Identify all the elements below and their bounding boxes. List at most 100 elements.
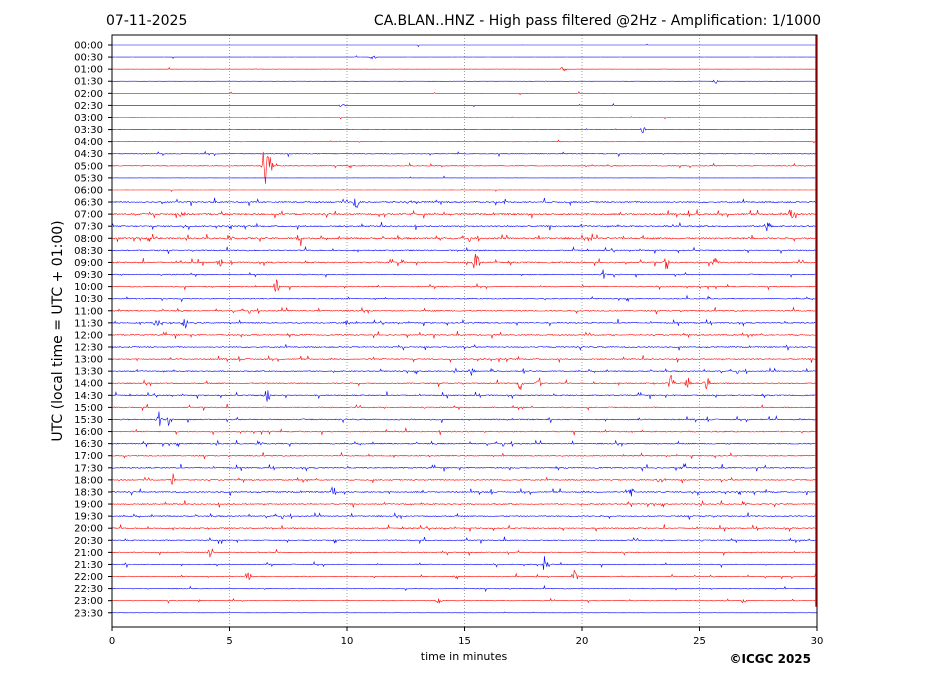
plot-frame bbox=[111, 34, 818, 628]
y-tick-label-21: 10:30 bbox=[74, 294, 103, 305]
y-tick-label-16: 08:00 bbox=[74, 234, 103, 245]
x-tick-label-2: 10 bbox=[341, 636, 354, 647]
trace-39 bbox=[111, 511, 818, 520]
trace-4 bbox=[112, 90, 817, 96]
trace-22 bbox=[111, 306, 817, 315]
grid-lines bbox=[229, 35, 700, 627]
x-tick-label-3: 15 bbox=[458, 636, 471, 647]
y-tick-label-29: 14:30 bbox=[74, 391, 103, 402]
trace-26 bbox=[111, 355, 818, 364]
trace-40 bbox=[111, 523, 818, 533]
trace-38 bbox=[111, 499, 818, 508]
trace-28 bbox=[111, 375, 818, 390]
y-tick-label-25: 12:30 bbox=[74, 343, 103, 354]
trace-42 bbox=[111, 548, 818, 558]
trace-11 bbox=[111, 175, 818, 179]
trace-9 bbox=[112, 150, 818, 158]
y-tick-label-0: 00:00 bbox=[74, 41, 103, 52]
y-tick-label-8: 04:00 bbox=[74, 137, 103, 148]
trace-47 bbox=[112, 611, 818, 614]
trace-18 bbox=[111, 253, 818, 270]
trace-13 bbox=[111, 197, 818, 209]
y-tick-label-36: 18:00 bbox=[74, 475, 103, 486]
trace-6 bbox=[112, 116, 817, 120]
trace-7 bbox=[111, 127, 818, 134]
trace-31 bbox=[111, 411, 818, 427]
y-tick-label-24: 12:00 bbox=[74, 330, 103, 341]
trace-12 bbox=[112, 188, 818, 193]
y-tick-label-1: 00:30 bbox=[74, 53, 103, 64]
trace-23 bbox=[111, 318, 818, 329]
trace-17 bbox=[112, 245, 818, 255]
traces bbox=[111, 35, 818, 614]
trace-1 bbox=[111, 55, 817, 60]
y-tick-label-3: 01:30 bbox=[74, 77, 103, 88]
y-axis: 00:0000:3001:0001:3002:0002:3003:0003:30… bbox=[74, 41, 112, 619]
trace-27 bbox=[111, 367, 817, 377]
y-tick-label-19: 09:30 bbox=[74, 270, 103, 281]
y-tick-label-43: 21:30 bbox=[74, 560, 103, 571]
y-tick-label-11: 05:30 bbox=[74, 173, 103, 184]
x-tick-label-4: 20 bbox=[576, 636, 589, 647]
y-tick-label-22: 11:00 bbox=[74, 306, 103, 317]
y-tick-label-14: 07:00 bbox=[74, 210, 103, 221]
y-tick-label-34: 17:00 bbox=[74, 451, 103, 462]
trace-21 bbox=[111, 294, 817, 303]
x-axis: 0 5 10 15 20 25 30 bbox=[109, 627, 824, 647]
y-tick-label-32: 16:00 bbox=[74, 427, 103, 438]
trace-0 bbox=[112, 43, 817, 48]
y-tick-label-35: 17:30 bbox=[74, 463, 103, 474]
trace-33 bbox=[111, 439, 818, 448]
trace-15 bbox=[111, 221, 818, 232]
trace-20 bbox=[111, 279, 818, 292]
trace-25 bbox=[111, 343, 818, 351]
x-tick-label-0: 0 bbox=[109, 636, 115, 647]
trace-2 bbox=[111, 66, 817, 72]
trace-34 bbox=[112, 451, 818, 460]
trace-45 bbox=[111, 584, 818, 593]
x-axis-label: time in minutes bbox=[421, 650, 508, 663]
y-tick-label-40: 20:00 bbox=[74, 524, 103, 535]
y-tick-label-9: 04:30 bbox=[74, 149, 103, 160]
trace-16 bbox=[111, 233, 818, 247]
y-tick-label-26: 13:00 bbox=[74, 355, 103, 366]
y-tick-label-10: 05:00 bbox=[74, 161, 103, 172]
trace-8 bbox=[111, 139, 818, 144]
y-tick-label-4: 02:00 bbox=[74, 89, 103, 100]
x-tick-label-5: 25 bbox=[693, 636, 706, 647]
trace-19 bbox=[111, 269, 818, 279]
y-tick-label-15: 07:30 bbox=[74, 222, 103, 233]
y-tick-label-17: 08:30 bbox=[74, 246, 103, 257]
trace-36 bbox=[111, 473, 818, 485]
title-right: CA.BLAN..HNZ - High pass filtered @2Hz -… bbox=[374, 13, 821, 29]
y-tick-label-6: 03:00 bbox=[74, 113, 103, 124]
trace-5 bbox=[112, 102, 817, 108]
trace-43 bbox=[111, 556, 818, 570]
y-tick-label-2: 01:00 bbox=[74, 65, 103, 76]
y-tick-label-41: 20:30 bbox=[74, 536, 103, 547]
y-tick-label-18: 09:00 bbox=[74, 258, 103, 269]
y-tick-label-46: 23:00 bbox=[74, 596, 103, 607]
y-tick-label-7: 03:30 bbox=[74, 125, 103, 136]
trace-24 bbox=[112, 331, 818, 339]
y-tick-label-47: 23:30 bbox=[74, 608, 103, 619]
y-tick-label-20: 10:00 bbox=[74, 282, 103, 293]
y-tick-label-45: 22:30 bbox=[74, 584, 103, 595]
trace-32 bbox=[111, 427, 817, 436]
y-tick-label-13: 06:30 bbox=[74, 198, 103, 209]
y-tick-label-5: 02:30 bbox=[74, 101, 103, 112]
y-tick-label-28: 14:00 bbox=[74, 379, 103, 390]
y-tick-label-37: 18:30 bbox=[74, 487, 103, 498]
y-tick-label-39: 19:30 bbox=[74, 512, 103, 523]
copyright: ©ICGC 2025 bbox=[729, 652, 811, 666]
trace-29 bbox=[111, 390, 818, 402]
y-tick-label-38: 19:00 bbox=[74, 500, 103, 511]
y-tick-label-31: 15:30 bbox=[74, 415, 103, 426]
y-tick-label-33: 16:30 bbox=[74, 439, 103, 450]
trace-41 bbox=[111, 536, 818, 545]
x-tick-label-6: 30 bbox=[811, 636, 824, 647]
y-tick-label-42: 21:00 bbox=[74, 548, 103, 559]
title-left: 07-11-2025 bbox=[106, 13, 187, 29]
trace-44 bbox=[111, 569, 818, 581]
